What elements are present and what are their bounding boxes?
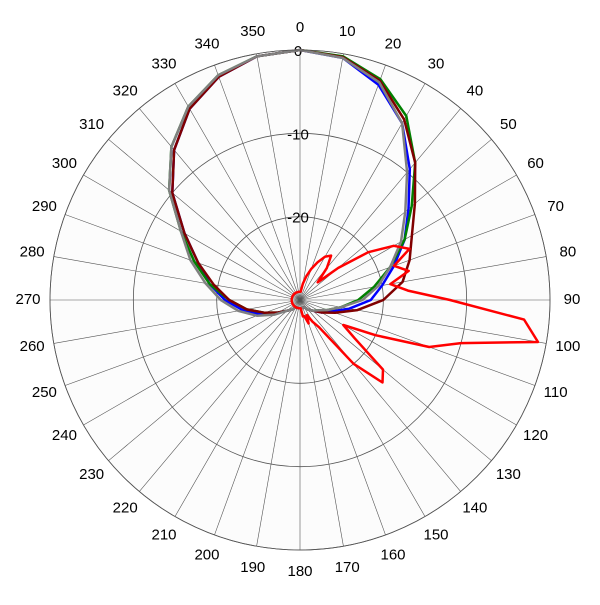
spoke xyxy=(256,299,301,547)
angle-label: 50 xyxy=(500,116,517,133)
outer-ring xyxy=(49,49,551,551)
angle-label: 170 xyxy=(335,559,360,576)
angle-label: 340 xyxy=(194,35,219,52)
spoke xyxy=(299,299,386,536)
spoke xyxy=(64,214,301,301)
spoke xyxy=(299,299,536,386)
angle-label: 130 xyxy=(496,466,521,483)
angle-label: 270 xyxy=(15,291,40,308)
angle-label: 80 xyxy=(560,244,577,261)
angle-label: 260 xyxy=(20,338,45,355)
spoke xyxy=(299,299,426,517)
angle-label: 60 xyxy=(527,155,544,172)
angle-label: 30 xyxy=(428,55,445,72)
spoke xyxy=(299,299,517,426)
spoke xyxy=(174,83,301,301)
angle-label: 90 xyxy=(564,291,581,308)
spoke xyxy=(214,299,301,536)
angle-label: 150 xyxy=(423,527,448,544)
spoke xyxy=(108,139,301,301)
angle-label: 100 xyxy=(555,338,580,355)
angle-label: 200 xyxy=(194,547,219,564)
angle-label: 190 xyxy=(240,559,265,576)
angle-label: 310 xyxy=(79,116,104,133)
spoke xyxy=(174,299,301,517)
angle-label: 250 xyxy=(32,384,57,401)
spoke xyxy=(139,108,301,301)
angle-label: 240 xyxy=(52,427,77,444)
spoke xyxy=(299,174,517,301)
angle-label: 220 xyxy=(113,499,138,516)
spoke xyxy=(299,299,344,547)
angle-label: 230 xyxy=(79,466,104,483)
spoke xyxy=(53,256,301,301)
angle-label: 110 xyxy=(544,384,568,401)
angle-label: 350 xyxy=(240,23,265,40)
angle-label: 300 xyxy=(52,155,77,172)
spoke xyxy=(139,299,301,492)
angle-label: 20 xyxy=(385,35,402,52)
angle-label: 290 xyxy=(32,198,57,215)
angle-label: 280 xyxy=(20,244,45,261)
angle-label: 70 xyxy=(547,198,564,215)
spoke xyxy=(214,64,301,301)
angle-label: 160 xyxy=(381,547,406,564)
radial-label: -10 xyxy=(287,126,309,143)
angle-label: 180 xyxy=(287,563,312,580)
angle-label: 40 xyxy=(466,83,483,100)
ring xyxy=(132,132,468,468)
spoke xyxy=(299,299,461,492)
angle-label: 320 xyxy=(113,83,138,100)
spoke xyxy=(83,299,301,426)
spoke xyxy=(83,174,301,301)
spoke xyxy=(256,53,301,301)
angle-label: 0 xyxy=(296,19,304,36)
angle-label: 140 xyxy=(462,499,487,516)
spoke xyxy=(299,214,536,301)
spoke xyxy=(299,53,344,301)
spoke xyxy=(53,299,301,344)
angle-label: 10 xyxy=(339,23,356,40)
spoke xyxy=(299,256,547,301)
series-line xyxy=(290,244,540,384)
angle-label: 330 xyxy=(151,55,176,72)
radial-label: -20 xyxy=(287,210,309,227)
spoke xyxy=(299,299,492,461)
spoke xyxy=(299,64,386,301)
angle-label: 210 xyxy=(151,527,176,544)
angle-label: 120 xyxy=(523,427,548,444)
spoke xyxy=(108,299,301,461)
